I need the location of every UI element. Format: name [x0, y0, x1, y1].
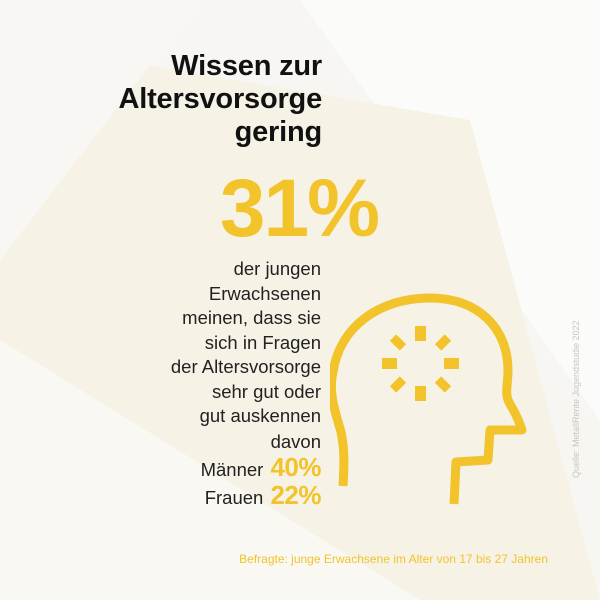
- breakdown-label: davon: [270, 431, 321, 452]
- description: der jungen Erwachsenen meinen, dass sie …: [61, 257, 321, 429]
- description-line: gut auskennen: [199, 405, 321, 426]
- men-percentage: 40%: [270, 452, 321, 482]
- description-line: sich in Fragen: [204, 331, 321, 353]
- sun-rays: [382, 326, 459, 401]
- women-percentage: 22%: [270, 480, 321, 510]
- headline-line-1: Wissen zur: [171, 50, 322, 82]
- description-line: Erwachsenen: [208, 282, 321, 304]
- description-line: meinen, dass sie: [182, 307, 321, 328]
- description-line: sehr gut oder: [211, 380, 321, 402]
- headline: Wissen zur Altersvorsorge gering: [22, 50, 323, 149]
- source-note: Quelle: MetallRente Jugendstudie 2022: [571, 320, 581, 478]
- men-row: Männer 40%: [200, 452, 322, 483]
- headline-line-2: Altersvorsorge: [118, 83, 323, 115]
- women-label: Frauen: [204, 487, 264, 508]
- men-label: Männer: [200, 459, 264, 480]
- headline-line-3: gering: [234, 116, 323, 148]
- description-line: der jungen: [233, 258, 321, 279]
- respondents-note: Befragte: junge Erwachsene im Alter von …: [239, 552, 548, 566]
- women-row: Frauen 22%: [204, 480, 322, 511]
- head-with-lightbulb-icon: [330, 293, 527, 505]
- description-line: der Altersvorsorge: [170, 356, 321, 377]
- main-percentage: 31%: [219, 163, 380, 254]
